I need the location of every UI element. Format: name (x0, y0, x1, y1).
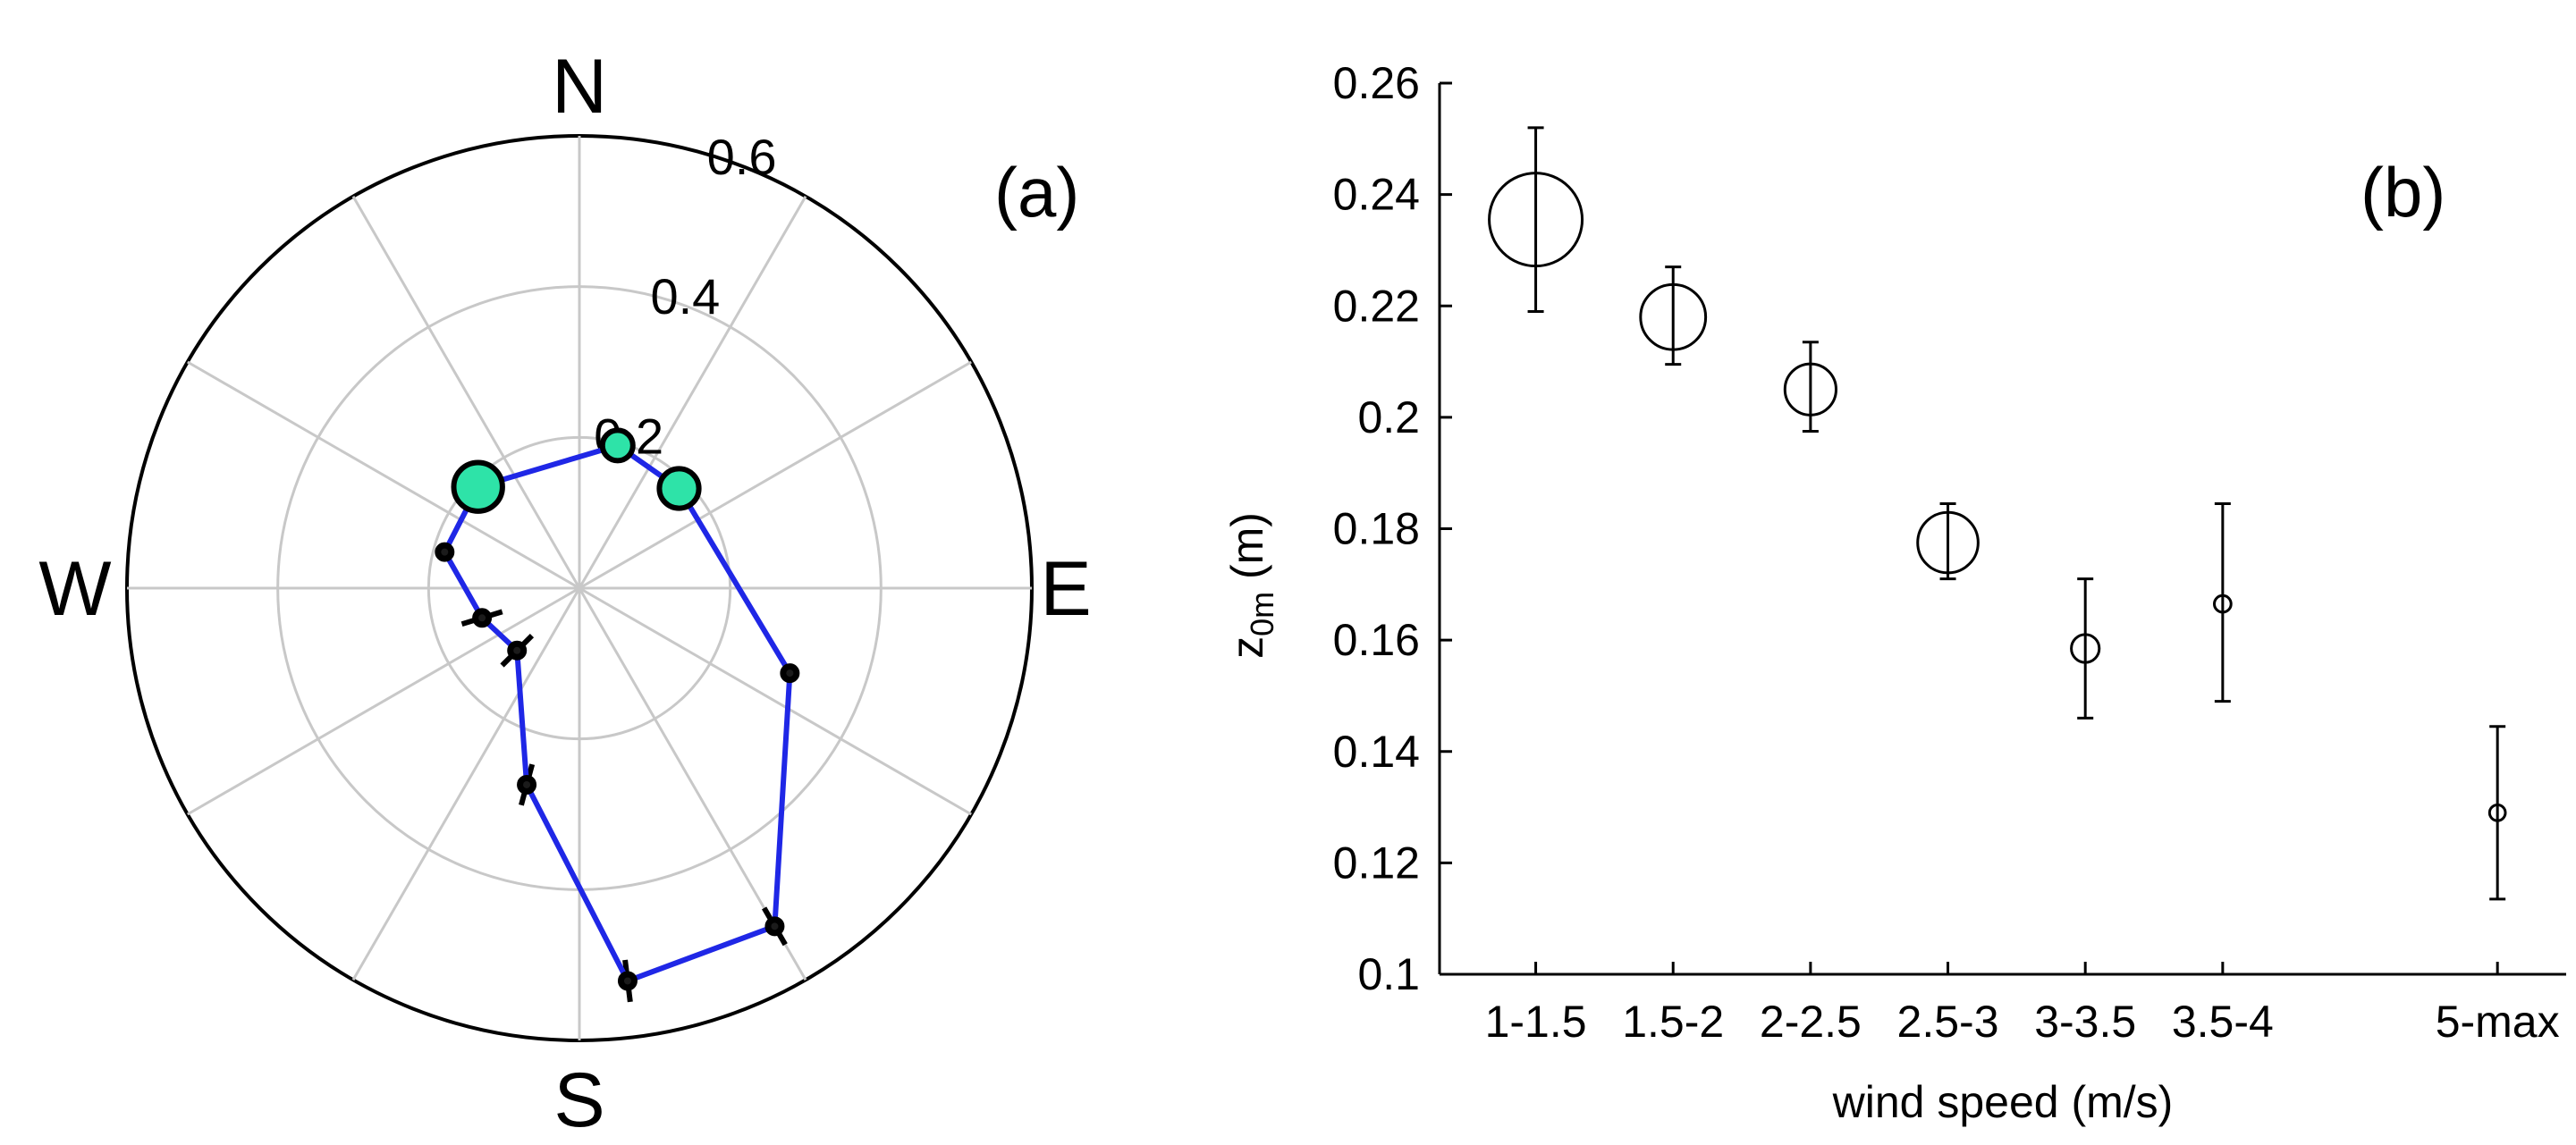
data-point (2212, 594, 2233, 614)
y-axis-label-main: z (1222, 636, 1272, 659)
x-tick-label: 1.5-2 (1622, 997, 1724, 1047)
polar-marker-core (513, 646, 521, 654)
polar-spoke (578, 196, 807, 589)
polar-marker (599, 427, 636, 464)
scatter-chart-b: 0.1 0.12 0.14 0.16 0.18 0.2 0.22 0.24 0.26 1-1.5… (1222, 58, 2566, 1127)
polar-markers (435, 427, 800, 991)
y-tick-label: 0.1 (1357, 949, 1420, 999)
polar-marker-core (523, 780, 531, 788)
compass-label-n: N (552, 44, 607, 130)
x-tick-label: 3-3.5 (2034, 997, 2136, 1047)
y-tick-label: 0.24 (1333, 170, 1420, 220)
y-tick-label: 0.16 (1333, 615, 1420, 665)
y-tick-label: 0.18 (1333, 504, 1420, 554)
y-axis-label: z0m (m) (1222, 512, 1280, 659)
polar-marker-core (786, 669, 794, 678)
x-tick-labels: 1-1.5 1.5-2 2-2.5 2.5-3 3-3.5 3.5-4 5-max (1485, 997, 2560, 1047)
polar-spoke (579, 586, 972, 816)
y-tick-label: 0.14 (1333, 727, 1420, 777)
polar-spoke (187, 360, 580, 590)
panel-label-b: (b) (2361, 153, 2445, 232)
compass-label-s: S (553, 1057, 604, 1143)
y-tick-label: 0.26 (1333, 58, 1420, 108)
y-tick-labels: 0.1 0.12 0.14 0.16 0.18 0.2 0.22 0.24 0.26 (1333, 58, 1420, 999)
data-point (1488, 172, 1584, 268)
polar-marker-core (623, 977, 631, 985)
x-tick-label: 2-2.5 (1760, 997, 1862, 1047)
y-tick-label: 0.22 (1333, 281, 1420, 331)
polar-marker (656, 466, 702, 511)
polar-marker (451, 459, 505, 514)
polar-compass-labels: N E S W (38, 44, 1091, 1143)
data-point (2487, 803, 2507, 822)
data-point (1639, 282, 1708, 351)
compass-label-w: W (38, 546, 111, 632)
data-point (1916, 510, 1980, 575)
x-axis-label: wind speed (m/s) (1832, 1077, 2174, 1127)
polar-marker-core (771, 922, 779, 930)
x-tick-label: 5-max (2436, 997, 2560, 1047)
polar-marker-core (478, 614, 486, 622)
radial-tick-label: 0.4 (650, 268, 720, 324)
polar-marker-core (441, 548, 449, 556)
y-tick-label: 0.2 (1357, 392, 1420, 442)
y-axis-label-subscript: 0m (1244, 592, 1280, 636)
scatter-errorbars (1527, 126, 2506, 901)
x-tick-label: 2.5-3 (1897, 997, 1999, 1047)
polar-spoke (351, 196, 581, 589)
radial-tick-label: 0.6 (707, 129, 777, 185)
panel-label-a: (a) (994, 153, 1079, 232)
scatter-axes (1438, 81, 2566, 976)
data-point (2070, 633, 2101, 664)
polar-spoke (187, 586, 580, 816)
polar-spoke (579, 360, 972, 590)
x-tick-label: 3.5-4 (2172, 997, 2274, 1047)
polar-errorbars (460, 609, 788, 1003)
x-tick-label: 1-1.5 (1485, 997, 1587, 1047)
y-axis-label-unit: (m) (1222, 512, 1272, 592)
scatter-markers (1488, 172, 2507, 822)
polar-spoke (351, 587, 581, 981)
compass-label-e: E (1040, 546, 1091, 632)
y-tick-label: 0.12 (1333, 838, 1420, 888)
data-point (1783, 362, 1837, 417)
polar-grid (125, 134, 1034, 1042)
